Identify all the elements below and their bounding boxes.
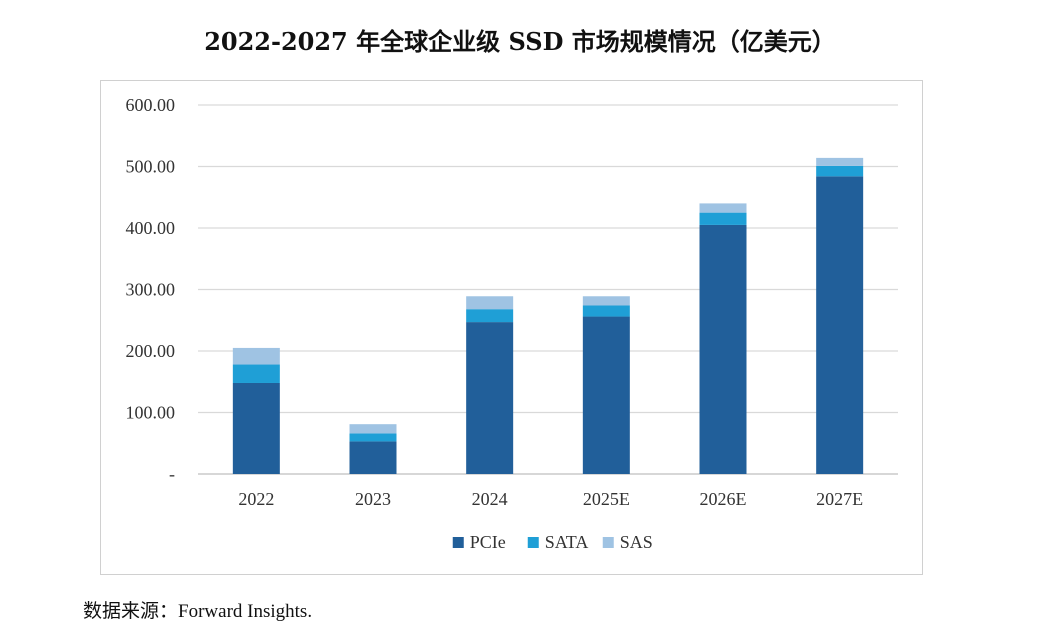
bar-segment-sas <box>466 296 514 310</box>
x-tick-label: 2024 <box>472 489 508 509</box>
chart-title: 2022-2027 年全球企业级 SSD 市场规模情况（亿美元） <box>204 27 836 56</box>
bars <box>232 157 864 474</box>
bar-segment-sas <box>349 424 397 434</box>
bar-segment-pcie <box>816 176 864 474</box>
bar-segment-sas <box>699 203 747 213</box>
x-tick-label: 2027E <box>816 489 863 509</box>
y-tick-label: 100.00 <box>126 403 176 423</box>
source-note: 数据来源：Forward Insights. <box>83 596 312 623</box>
bar-segment-pcie <box>582 316 630 474</box>
y-tick-label: - <box>169 464 175 484</box>
bar-segment-sata <box>232 364 280 383</box>
bar-segment-sata <box>349 433 397 442</box>
source-text: Forward Insights. <box>178 601 313 622</box>
bar-segment-sas <box>816 157 864 166</box>
bar-segment-sas <box>232 347 280 365</box>
bar-segment-pcie <box>466 322 514 474</box>
legend-swatch-pcie <box>452 537 464 548</box>
legend: PCIe SATA SAS <box>452 532 653 552</box>
x-tick-labels: 2022 2023 2024 2025E 2026E 2027E <box>238 489 863 509</box>
x-tick-label: 2026E <box>700 489 747 509</box>
bar-segment-sata <box>816 165 864 177</box>
chart-frame <box>100 80 923 575</box>
source-label: 数据来源： <box>83 600 179 622</box>
bar-segment-pcie <box>349 441 397 474</box>
gridlines <box>198 104 898 414</box>
bar-segment-sata <box>582 305 630 317</box>
x-tick-label: 2023 <box>355 489 391 509</box>
bar-segment-sata <box>699 212 747 225</box>
legend-label-sas: SAS <box>620 532 653 552</box>
y-tick-label: 500.00 <box>126 157 176 177</box>
y-tick-label: 300.00 <box>126 280 176 300</box>
x-tick-label: 2022 <box>238 489 274 509</box>
bar-segment-sas <box>582 296 630 306</box>
legend-swatch-sata <box>527 537 539 548</box>
bar-segment-sata <box>466 309 514 323</box>
y-tick-label: 200.00 <box>126 341 176 361</box>
legend-label-sata: SATA <box>545 532 589 552</box>
legend-swatch-sas <box>602 537 614 548</box>
y-tick-label: 400.00 <box>126 218 176 238</box>
y-tick-label: 600.00 <box>126 95 176 115</box>
bar-segment-pcie <box>699 224 747 474</box>
legend-label-pcie: PCIe <box>470 532 506 552</box>
bar-segment-pcie <box>232 382 280 474</box>
y-tick-labels: - 100.00 200.00 300.00 400.00 500.00 600.00 <box>126 95 176 484</box>
x-tick-label: 2025E <box>583 489 630 509</box>
